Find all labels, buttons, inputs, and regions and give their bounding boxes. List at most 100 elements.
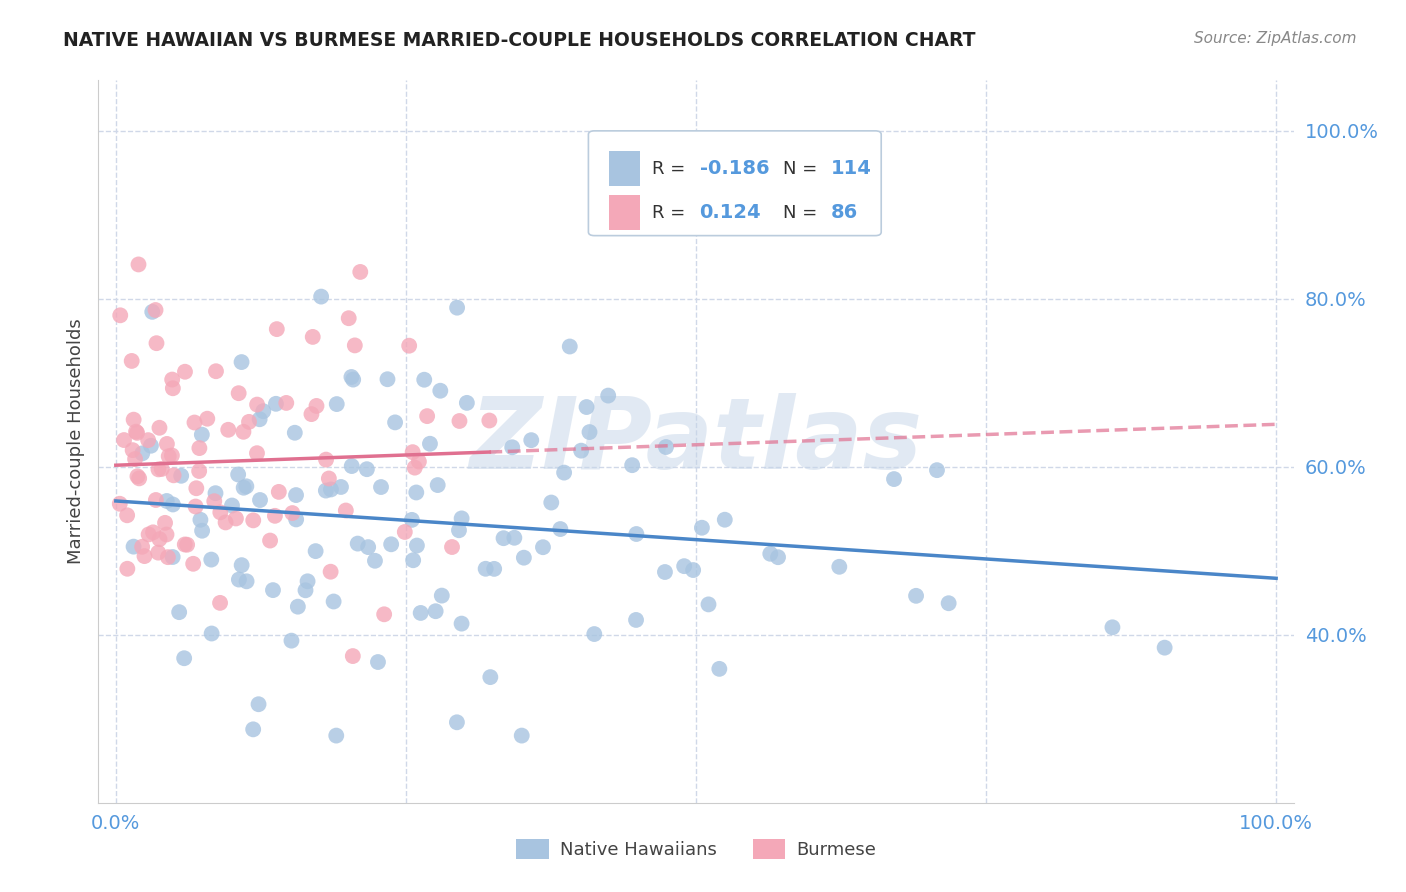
Point bbox=[156, 494, 179, 508]
Point bbox=[242, 723, 264, 737]
Point bbox=[309, 290, 332, 304]
Point bbox=[122, 540, 145, 554]
Point bbox=[181, 557, 204, 571]
Point bbox=[449, 414, 471, 428]
Point bbox=[408, 454, 430, 468]
Point bbox=[550, 522, 572, 536]
Point bbox=[319, 483, 342, 497]
Point bbox=[938, 596, 960, 610]
Point bbox=[384, 416, 406, 430]
Point bbox=[416, 409, 439, 424]
Point bbox=[162, 549, 184, 564]
Point bbox=[246, 446, 269, 460]
Point bbox=[221, 499, 243, 513]
Point bbox=[204, 486, 226, 500]
Point bbox=[340, 458, 363, 473]
Point bbox=[626, 527, 648, 541]
Point bbox=[503, 531, 526, 545]
Point bbox=[575, 400, 598, 414]
Point bbox=[482, 562, 505, 576]
Point bbox=[209, 505, 232, 519]
Point bbox=[214, 516, 236, 530]
Point bbox=[156, 550, 179, 565]
Text: 86: 86 bbox=[831, 203, 858, 222]
Point bbox=[380, 537, 402, 551]
Text: N =: N = bbox=[783, 160, 823, 178]
Point bbox=[156, 437, 179, 451]
Point bbox=[209, 596, 232, 610]
Point bbox=[426, 478, 449, 492]
Point bbox=[330, 480, 353, 494]
Point bbox=[447, 523, 470, 537]
Point bbox=[357, 540, 380, 554]
Point bbox=[201, 626, 224, 640]
Point bbox=[430, 589, 453, 603]
Point bbox=[624, 613, 647, 627]
Point bbox=[367, 655, 389, 669]
Point bbox=[553, 466, 575, 480]
Point bbox=[301, 330, 323, 344]
Point bbox=[326, 397, 349, 411]
Point bbox=[456, 396, 478, 410]
Point bbox=[128, 471, 150, 485]
Point bbox=[191, 524, 214, 538]
Point bbox=[150, 462, 173, 476]
Point bbox=[127, 469, 149, 483]
Point bbox=[446, 301, 468, 315]
Text: R =: R = bbox=[652, 203, 690, 221]
Bar bbox=[609, 195, 640, 230]
Point bbox=[759, 547, 782, 561]
Point bbox=[235, 574, 257, 589]
Point bbox=[520, 433, 543, 447]
Point bbox=[231, 558, 253, 573]
Point bbox=[188, 441, 211, 455]
Point bbox=[112, 433, 135, 447]
Point bbox=[301, 407, 323, 421]
Point bbox=[510, 729, 533, 743]
Point bbox=[232, 481, 254, 495]
Point bbox=[262, 583, 284, 598]
Point bbox=[474, 562, 496, 576]
Point bbox=[377, 372, 399, 386]
Point bbox=[297, 574, 319, 589]
Point bbox=[173, 651, 195, 665]
Point bbox=[276, 396, 298, 410]
Point bbox=[226, 467, 249, 482]
Point bbox=[138, 527, 160, 541]
Point bbox=[160, 449, 183, 463]
Point bbox=[136, 433, 159, 447]
Point bbox=[373, 607, 395, 622]
Point bbox=[145, 303, 167, 318]
Point bbox=[342, 373, 364, 387]
Point bbox=[285, 512, 308, 526]
Point bbox=[117, 562, 139, 576]
Point bbox=[190, 513, 212, 527]
Point bbox=[259, 533, 281, 548]
Point bbox=[766, 550, 789, 565]
Point bbox=[162, 381, 184, 395]
Point bbox=[134, 549, 156, 563]
Point bbox=[492, 531, 515, 545]
Point bbox=[478, 413, 501, 427]
Point bbox=[280, 633, 302, 648]
Point bbox=[148, 421, 170, 435]
Point bbox=[315, 452, 337, 467]
Text: R =: R = bbox=[652, 160, 690, 178]
Point bbox=[145, 336, 167, 351]
Point bbox=[108, 497, 131, 511]
Point bbox=[266, 322, 288, 336]
Legend: Native Hawaiians, Burmese: Native Hawaiians, Burmese bbox=[509, 831, 883, 866]
Point bbox=[155, 527, 177, 541]
Point bbox=[425, 604, 447, 618]
Point bbox=[621, 458, 644, 472]
Point bbox=[394, 524, 416, 539]
Point bbox=[450, 616, 472, 631]
Point bbox=[446, 715, 468, 730]
Point bbox=[202, 494, 225, 508]
Point bbox=[558, 339, 581, 353]
Point bbox=[340, 370, 363, 384]
Point bbox=[267, 484, 290, 499]
Point bbox=[188, 464, 211, 478]
Point bbox=[228, 386, 250, 401]
Point bbox=[287, 599, 309, 614]
